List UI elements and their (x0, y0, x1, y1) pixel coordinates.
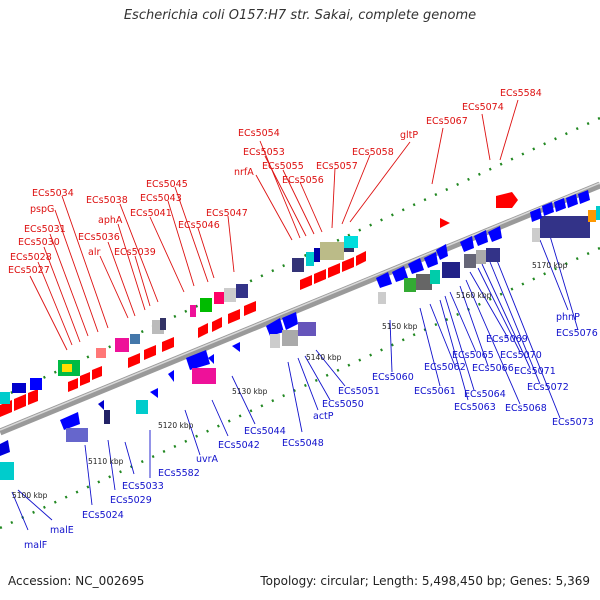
reverse-gene-labels: malF malE ECs5024 ECs5029 ECs5033 ECs558… (24, 312, 598, 551)
gene-label: ECs5038 (86, 195, 128, 206)
gene-label: ECs5050 (322, 399, 364, 410)
gene-label: ECs5582 (158, 468, 200, 479)
gene-label: ECs5072 (527, 382, 569, 393)
gene-label: ECs5070 (500, 350, 542, 361)
gene-label: ECs5029 (110, 495, 152, 506)
gene-label: ECs5030 (18, 237, 60, 248)
gene-label: ECs5061 (414, 386, 456, 397)
forward-leader-lines (29, 99, 519, 351)
gene-label: ECs5053 (243, 147, 285, 158)
gene-label: ECs5031 (24, 224, 66, 235)
gene-label: ECs5046 (178, 220, 220, 231)
gene-label: ECs5069 (486, 334, 528, 345)
gene-label: ECs5045 (146, 179, 188, 190)
gene-label: ECs5036 (78, 232, 120, 243)
gene-label: phnP (556, 312, 580, 323)
gene-label: aphA (98, 215, 123, 226)
gene-label: ECs5055 (262, 161, 304, 172)
gene-label: gltP (400, 130, 418, 141)
gene-label: ECs5056 (282, 175, 324, 186)
gene-label: ECs5041 (130, 208, 172, 219)
gene-label: actP (313, 411, 334, 422)
gene-label: ECs5065 (452, 350, 494, 361)
gene-label: ECs5074 (462, 102, 504, 113)
gene-label: ECs5066 (472, 363, 514, 374)
gene-label: ECs5067 (426, 116, 468, 127)
gene-label: pspG (30, 204, 54, 215)
gene-label: ECs5076 (556, 328, 598, 339)
gene-label: ECs5064 (464, 389, 506, 400)
gene-label: ECs5042 (218, 440, 260, 451)
gene-label: ECs5060 (372, 372, 414, 383)
scale-tick-label: 5130 kbp (232, 387, 268, 396)
gene-label: nrfA (234, 167, 254, 178)
gene-label: malE (50, 525, 74, 536)
gene-label: ECs5584 (500, 88, 542, 99)
gene-label: ECs5071 (514, 366, 556, 377)
gene-label: ECs5062 (424, 362, 466, 373)
scale-tick-label: 5140 kbp (306, 353, 342, 362)
gene-label: ECs5047 (206, 208, 248, 219)
gene-label: malF (24, 540, 47, 551)
gene-label: ECs5051 (338, 386, 380, 397)
forward-features (0, 192, 518, 417)
gene-label: uvrA (196, 454, 219, 465)
genome-backbone (0, 181, 600, 436)
gene-label: ECs5054 (238, 128, 280, 139)
gene-label: ECs5063 (454, 402, 496, 413)
scale-tick-labels: 5100 kbp 5110 kbp 5120 kbp 5130 kbp 5140… (12, 261, 568, 500)
gene-label: ECs5043 (140, 193, 182, 204)
gene-label: ECs5068 (505, 403, 547, 414)
gene-label: ECs5073 (552, 417, 594, 428)
accession-text: Accession: NC_002695 (8, 574, 145, 588)
scale-tick-label: 5100 kbp (12, 491, 48, 500)
scale-tick-label: 5170 kbp (532, 261, 568, 270)
map-title: Escherichia coli O157:H7 str. Sakai, com… (123, 8, 477, 23)
gene-label: ECs5044 (244, 426, 286, 437)
forward-gene-labels: ECs5027 ECs5028 ECs5030 ECs5031 pspG ECs… (8, 88, 542, 276)
scale-tick-label: 5160 kbp (456, 291, 492, 300)
gene-label: ECs5028 (10, 252, 52, 263)
reverse-leader-lines (11, 235, 579, 531)
scale-tick-label: 5150 kbp (382, 322, 418, 331)
gene-label: ECs5027 (8, 265, 50, 276)
gene-label: ECs5034 (32, 188, 74, 199)
gene-label: alr (88, 247, 100, 258)
gene-label: ECs5058 (352, 147, 394, 158)
genome-summary-text: Topology: circular; Length: 5,498,450 bp… (260, 574, 590, 588)
gene-label: ECs5024 (82, 510, 124, 521)
gene-label: ECs5039 (114, 247, 156, 258)
scale-tick-label: 5110 kbp (88, 457, 124, 466)
gene-label: ECs5033 (122, 481, 164, 492)
gene-label: ECs5057 (316, 161, 358, 172)
gene-label: ECs5048 (282, 438, 324, 449)
scale-tick-label: 5120 kbp (158, 421, 194, 430)
reverse-features (0, 190, 600, 480)
